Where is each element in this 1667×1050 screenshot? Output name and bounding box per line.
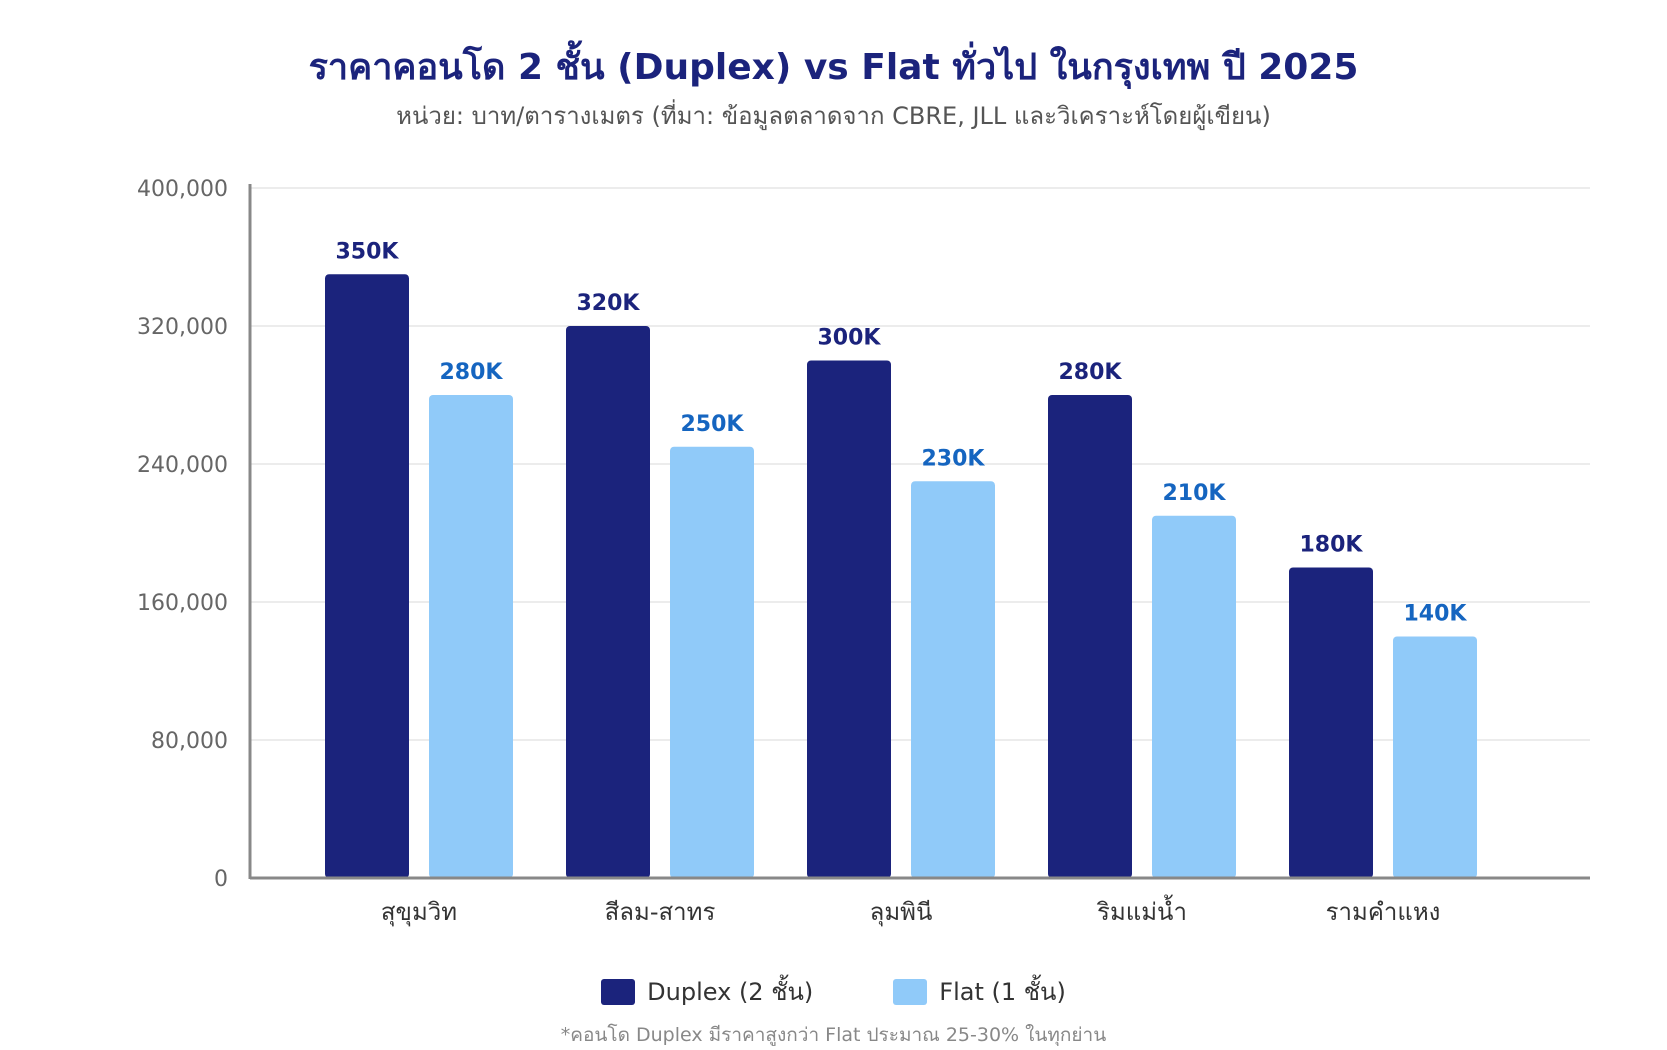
data-labels: 350K 280K 320K 250K 300K 230K 280K 210K 180K 140K [336, 239, 1468, 626]
legend-item-flat[interactable]: Flat (1 ชั้น) [893, 972, 1066, 1011]
chart-footnote: *คอนโด Duplex มีราคาสูงกว่า Flat ประมาณ … [560, 1024, 1107, 1046]
data-label: 140K [1404, 602, 1468, 627]
bar-chart: 0 80,000 160,000 240,000 320,000 400,000 350K… [137, 177, 1590, 927]
legend-swatch-duplex [601, 978, 636, 1005]
data-label: 350K [336, 239, 400, 264]
x-tick-label: ลุมพินี [870, 898, 933, 927]
bar-duplex [1048, 395, 1132, 878]
bar-flat [1393, 636, 1477, 878]
bar-flat [1152, 515, 1236, 878]
y-tick-label: 80,000 [151, 729, 228, 754]
y-tick-label: 400,000 [137, 177, 228, 202]
y-tick-label: 0 [214, 867, 228, 892]
legend: Duplex (2 ชั้น) Flat (1 ชั้น) [0, 972, 1667, 1011]
bar-duplex [325, 274, 409, 878]
x-tick-label: สุขุมวิท [381, 898, 457, 927]
data-label: 250K [681, 412, 745, 437]
bar-duplex [807, 360, 891, 878]
data-label: 230K [922, 446, 986, 471]
bar-duplex [566, 326, 650, 878]
legend-swatch-flat [893, 978, 928, 1005]
bar-flat [911, 481, 995, 878]
data-label: 280K [440, 360, 504, 385]
bars [325, 274, 1477, 878]
y-tick-label: 320,000 [137, 315, 228, 340]
y-axis-ticks: 0 80,000 160,000 240,000 320,000 400,000 [137, 177, 228, 892]
y-tick-label: 160,000 [137, 591, 228, 616]
chart-subtitle: หน่วย: บาท/ตารางเมตร (ที่มา: ข้อมูลตลาดจ… [396, 102, 1271, 130]
x-tick-label: สีลม-สาทร [605, 898, 716, 926]
data-label: 300K [818, 326, 882, 351]
legend-label-flat: Flat (1 ชั้น) [939, 978, 1066, 1006]
x-axis-ticks: สุขุมวิท สีลม-สาทร ลุมพินี ริมแม่น้ำ รามคำแห… [381, 894, 1440, 927]
data-label: 180K [1300, 533, 1364, 558]
y-tick-label: 240,000 [137, 453, 228, 478]
data-label: 320K [577, 291, 641, 316]
x-tick-label: ริมแม่น้ำ [1096, 894, 1187, 926]
bar-duplex [1289, 567, 1373, 878]
bar-flat [670, 446, 754, 878]
data-label: 210K [1163, 481, 1227, 506]
bar-flat [429, 395, 513, 878]
chart-title: ราคาคอนโด 2 ชั้น (Duplex) vs Flat ทั่วไป… [308, 47, 1359, 88]
x-tick-label: รามคำแหง [1326, 898, 1441, 926]
legend-item-duplex[interactable]: Duplex (2 ชั้น) [601, 972, 813, 1011]
data-label: 280K [1059, 360, 1123, 385]
legend-label-duplex: Duplex (2 ชั้น) [647, 978, 814, 1006]
